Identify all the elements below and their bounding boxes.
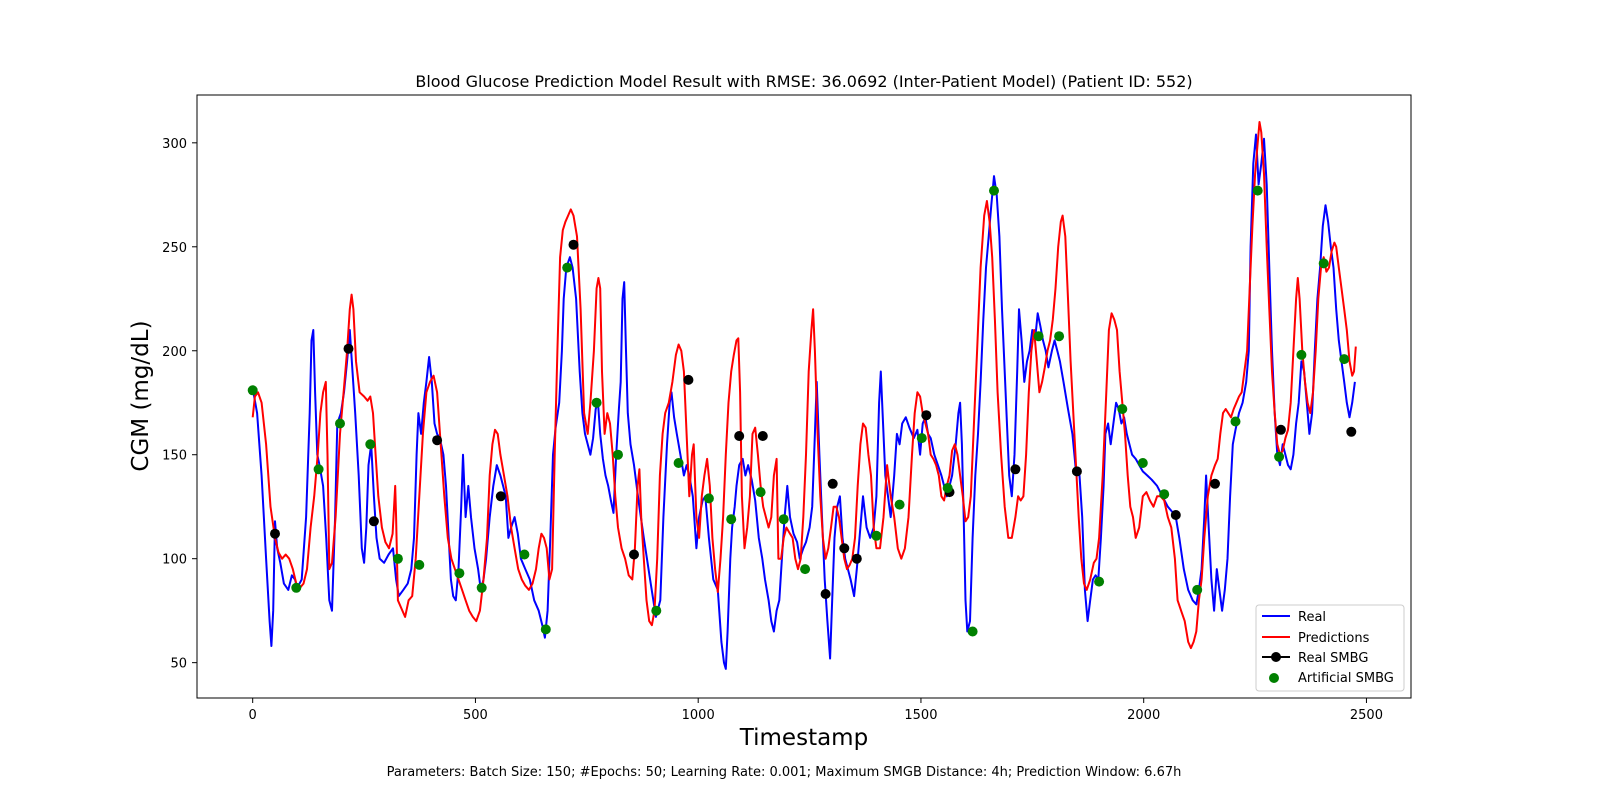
marker-real-smbg: [921, 410, 932, 421]
marker-artificial-smbg: [916, 433, 927, 444]
marker-artificial-smbg: [651, 605, 662, 616]
legend-real-label: Real: [1298, 610, 1326, 625]
legend-box: [1255, 604, 1405, 692]
marker-artificial-smbg: [1033, 331, 1044, 342]
marker-real-smbg: [495, 491, 506, 502]
x-tick-label: 1000: [682, 708, 715, 723]
legend-real-smbg-label: Real SMBG: [1298, 651, 1368, 666]
y-axis-label: CGM (mg/dL): [128, 320, 154, 471]
marker-artificial-smbg: [313, 464, 324, 475]
marker-layer: [247, 185, 1357, 637]
marker-artificial-smbg: [1094, 576, 1105, 587]
plot-frame: [196, 94, 1412, 699]
marker-real-smbg: [568, 239, 579, 250]
y-tick-label: 100: [162, 553, 187, 568]
marker-artificial-smbg: [673, 458, 684, 468]
marker-real-smbg: [629, 549, 639, 560]
x-axis: 0 500 1000 1500 2000 2500: [249, 698, 1383, 723]
marker-real-smbg: [1346, 426, 1357, 437]
marker-artificial-smbg: [800, 564, 811, 575]
marker-real-smbg: [343, 343, 354, 354]
y-tick-label: 150: [162, 449, 187, 464]
marker-real-smbg: [1210, 478, 1220, 489]
y-tick-label: 50: [170, 657, 187, 672]
marker-artificial-smbg: [454, 568, 465, 579]
marker-artificial-smbg: [335, 418, 345, 429]
marker-artificial-smbg: [247, 385, 258, 396]
marker-artificial-smbg: [476, 582, 487, 593]
marker-real-smbg: [839, 543, 850, 554]
marker-real-smbg: [1170, 510, 1181, 520]
marker-artificial-smbg: [291, 582, 302, 593]
chart-title: Blood Glucose Prediction Model Result wi…: [415, 72, 1192, 91]
marker-real-smbg: [820, 589, 831, 599]
marker-artificial-smbg: [989, 185, 999, 196]
marker-artificial-smbg: [755, 487, 766, 498]
y-axis: 50 100 150 200 250 300: [162, 137, 197, 672]
marker-artificial-smbg: [365, 439, 376, 450]
marker-real-smbg: [827, 478, 838, 489]
x-axis-label: Timestamp: [739, 725, 868, 751]
legend-artificial-smbg-label: Artificial SMBG: [1298, 671, 1394, 686]
marker-artificial-smbg: [871, 530, 882, 541]
marker-artificial-smbg: [591, 397, 602, 408]
series-layer: [251, 121, 1357, 670]
marker-artificial-smbg: [1318, 258, 1329, 269]
x-tick-label: 0: [249, 708, 257, 723]
marker-artificial-smbg: [1252, 185, 1263, 196]
marker-artificial-smbg: [392, 553, 403, 564]
marker-artificial-smbg: [1137, 458, 1148, 468]
marker-artificial-smbg: [1230, 416, 1241, 427]
parameters-footnote: Parameters: Batch Size: 150; #Epochs: 50…: [387, 765, 1182, 780]
marker-real-smbg: [368, 516, 379, 527]
legend-predictions-label: Predictions: [1298, 631, 1370, 646]
marker-artificial-smbg: [1274, 451, 1285, 462]
marker-real-smbg: [432, 435, 443, 446]
marker-real-smbg: [1010, 464, 1021, 475]
marker-real-smbg: [734, 431, 745, 441]
marker-artificial-smbg: [726, 514, 737, 525]
legend: Real Predictions Real SMBG Artificial SM…: [1255, 604, 1405, 692]
marker-real-smbg: [683, 374, 694, 385]
marker-real-smbg: [851, 553, 862, 564]
marker-artificial-smbg: [613, 449, 623, 460]
marker-artificial-smbg: [942, 483, 953, 493]
marker-artificial-smbg: [414, 559, 425, 570]
marker-artificial-smbg: [703, 493, 714, 504]
marker-real-smbg: [270, 528, 280, 539]
marker-real-smbg: [1275, 424, 1286, 435]
marker-artificial-smbg: [1296, 349, 1307, 360]
marker-artificial-smbg: [562, 262, 573, 273]
x-tick-label: 2500: [1350, 708, 1383, 723]
series-line-predictions: [251, 121, 1357, 650]
marker-artificial-smbg: [1117, 404, 1128, 414]
marker-artificial-smbg: [778, 514, 789, 525]
marker-real-smbg: [757, 431, 768, 441]
legend-real-smbg-marker: [1271, 652, 1281, 662]
x-tick-label: 2000: [1127, 708, 1160, 723]
marker-artificial-smbg: [519, 549, 530, 560]
marker-artificial-smbg: [1054, 331, 1065, 342]
marker-artificial-smbg: [1159, 489, 1170, 500]
marker-artificial-smbg: [1339, 354, 1350, 365]
marker-artificial-smbg: [1192, 584, 1203, 595]
marker-artificial-smbg: [540, 624, 551, 635]
marker-artificial-smbg: [894, 499, 905, 510]
marker-real-smbg: [1071, 466, 1082, 477]
y-tick-label: 300: [162, 137, 187, 152]
y-tick-label: 200: [162, 345, 187, 360]
y-tick-label: 250: [162, 241, 187, 256]
x-tick-label: 1500: [904, 708, 937, 723]
x-tick-label: 500: [463, 708, 488, 723]
marker-artificial-smbg: [967, 626, 978, 637]
legend-artificial-smbg-marker: [1269, 673, 1279, 683]
